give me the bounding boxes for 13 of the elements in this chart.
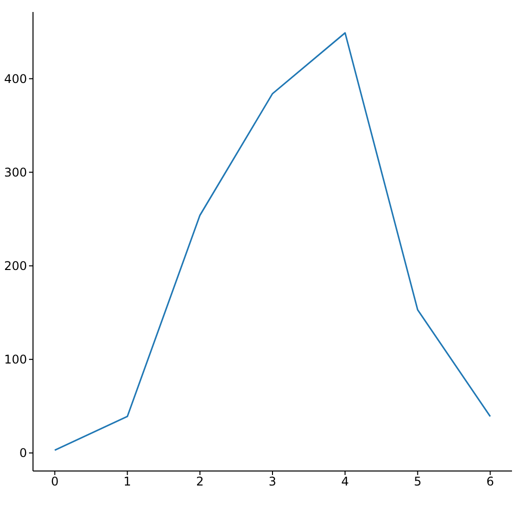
line-series	[54, 32, 491, 451]
x-tick-label: 2	[196, 474, 204, 489]
x-tick-label: 6	[486, 474, 494, 489]
y-tick-label: 100	[4, 352, 27, 367]
x-tick-label: 3	[268, 474, 276, 489]
y-tick-label: 300	[4, 166, 27, 180]
y-tick-label: 400	[4, 72, 27, 86]
x-tick-label: 4	[341, 474, 349, 489]
y-tick-label: 0	[19, 446, 27, 460]
y-tick-label: 200	[4, 259, 27, 274]
x-tick-label: 0	[50, 474, 59, 489]
x-tick-label: 5	[414, 474, 422, 489]
x-tick-label: 1	[124, 474, 132, 489]
